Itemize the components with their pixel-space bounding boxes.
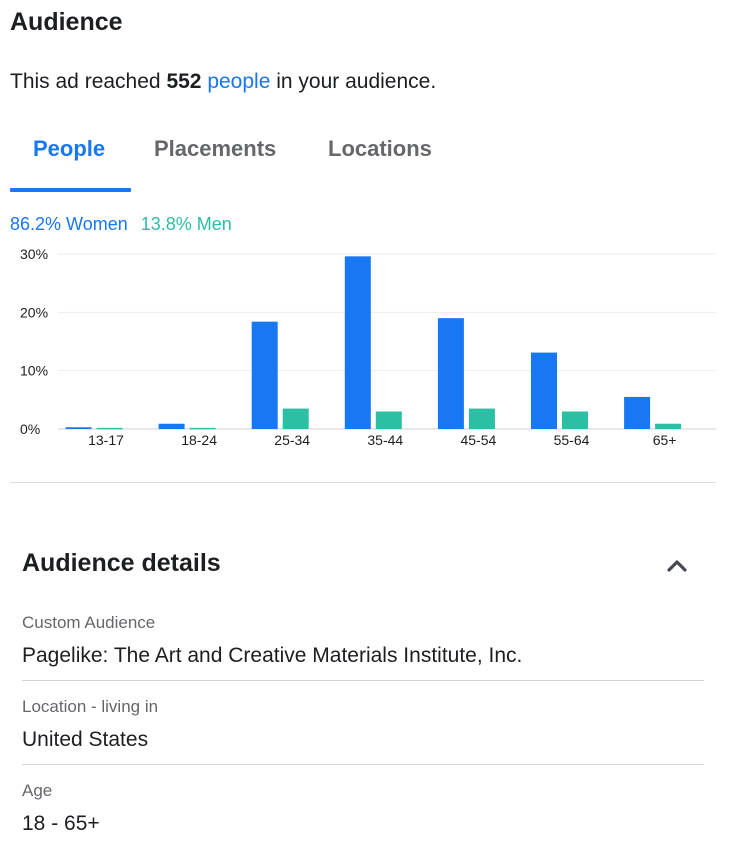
row-divider (22, 764, 704, 765)
tab-placements[interactable]: Placements (154, 136, 277, 161)
bar-men-45-54 (468, 408, 495, 429)
y-tick-label: 10% (20, 363, 48, 379)
x-tick-label: 13-17 (88, 432, 124, 448)
people-link[interactable]: people (207, 70, 271, 93)
x-tick-label: 35-44 (367, 432, 403, 448)
bar-women-45-54 (437, 318, 464, 429)
y-tick-label: 0% (20, 421, 40, 437)
bar-women-65+ (624, 396, 651, 429)
y-tick-label: 30% (20, 246, 48, 262)
location-value: United States (22, 728, 149, 751)
audience-details-title: Audience details (22, 549, 221, 577)
x-tick-label: 45-54 (460, 432, 496, 448)
bar-women-35-44 (344, 256, 371, 429)
bar-men-35-44 (375, 411, 402, 429)
chevron-up-icon[interactable] (662, 552, 692, 578)
bar-women-25-34 (251, 321, 278, 429)
reach-summary: This ad reached 552 people in your audie… (10, 70, 436, 94)
custom-audience-label: Custom Audience (22, 613, 156, 632)
x-tick-label: 55-64 (554, 432, 590, 448)
page-title: Audience (10, 8, 123, 36)
x-tick-label: 18-24 (181, 432, 217, 448)
custom-audience-value: Pagelike: The Art and Creative Materials… (22, 644, 523, 667)
age-value: 18 - 65+ (22, 812, 100, 835)
reach-prefix: This ad reached (10, 70, 161, 93)
x-tick-label: 25-34 (274, 432, 310, 448)
section-divider (10, 482, 716, 483)
active-tab-indicator (10, 188, 131, 192)
women-percentage: 86.2% Women (10, 214, 128, 234)
bar-men-25-34 (282, 408, 309, 429)
men-percentage: 13.8% Men (140, 214, 232, 234)
y-tick-label: 20% (20, 304, 48, 320)
row-divider (22, 680, 704, 681)
tab-people[interactable]: People (33, 136, 106, 161)
reach-count: 552 (166, 70, 202, 93)
bar-women-13-17 (65, 427, 92, 429)
bar-men-55-64 (562, 411, 588, 429)
bar-men-18-24 (189, 427, 216, 430)
bar-men-65+ (655, 423, 682, 429)
bar-men-13-17 (96, 427, 123, 430)
tab-bar: People Placements Locations (0, 130, 733, 194)
age-label: Age (22, 781, 53, 800)
bar-women-18-24 (158, 423, 185, 429)
age-gender-bar-chart: 0% 10% 20% 30% 13-17 18-24 25-34 35-44 45-54 55-6… (20, 246, 716, 448)
location-label: Location - living in (22, 697, 159, 716)
tab-locations[interactable]: Locations (328, 136, 432, 161)
x-tick-label: 65+ (653, 432, 677, 448)
gender-split: 86.2% Women 13.8% Men (10, 214, 232, 235)
bar-women-55-64 (531, 352, 557, 429)
reach-suffix: in your audience. (276, 70, 437, 93)
